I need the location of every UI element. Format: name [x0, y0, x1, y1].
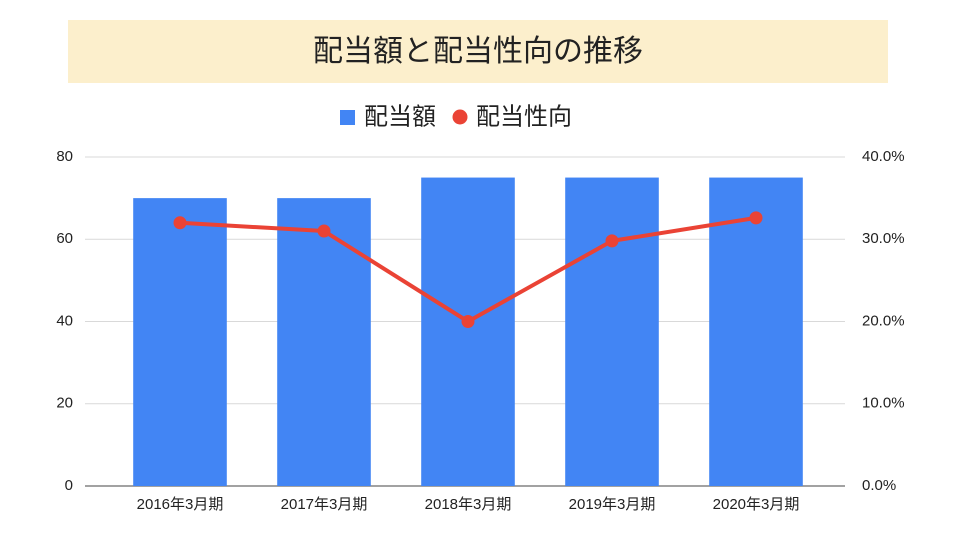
legend-marker	[452, 109, 468, 125]
point	[461, 315, 475, 328]
point	[173, 216, 187, 230]
x-tick-label: 2020年3月期	[713, 496, 800, 513]
x-tick-label: 2016年3月期	[137, 496, 224, 513]
legend-label: 配当性向	[476, 103, 572, 130]
bar	[421, 177, 515, 486]
y2-tick-label: 30.0%	[862, 230, 905, 247]
bar	[709, 177, 803, 486]
y-tick-label: 80	[56, 148, 73, 165]
x-tick-label: 2019年3月期	[569, 496, 656, 513]
y2-tick-label: 40.0%	[862, 148, 905, 165]
y-tick-label: 40	[56, 312, 73, 329]
y2-tick-label: 0.0%	[862, 477, 896, 494]
point	[605, 234, 619, 248]
y-tick-label: 0	[65, 477, 73, 494]
y-tick-label: 60	[56, 230, 73, 247]
y2-tick-label: 10.0%	[862, 395, 905, 412]
bar	[565, 177, 659, 486]
x-tick-label: 2018年3月期	[425, 496, 512, 513]
title-banner	[68, 20, 888, 83]
point	[749, 211, 763, 225]
legend-label: 配当額	[364, 103, 436, 130]
chart-title: 配当額と配当性向の推移	[313, 35, 643, 68]
bar	[133, 198, 227, 486]
legend-marker	[340, 110, 355, 125]
y2-tick-label: 20.0%	[862, 312, 905, 329]
x-tick-label: 2017年3月期	[281, 496, 368, 513]
bar	[277, 198, 371, 486]
point	[317, 224, 331, 238]
y-tick-label: 20	[56, 395, 73, 412]
